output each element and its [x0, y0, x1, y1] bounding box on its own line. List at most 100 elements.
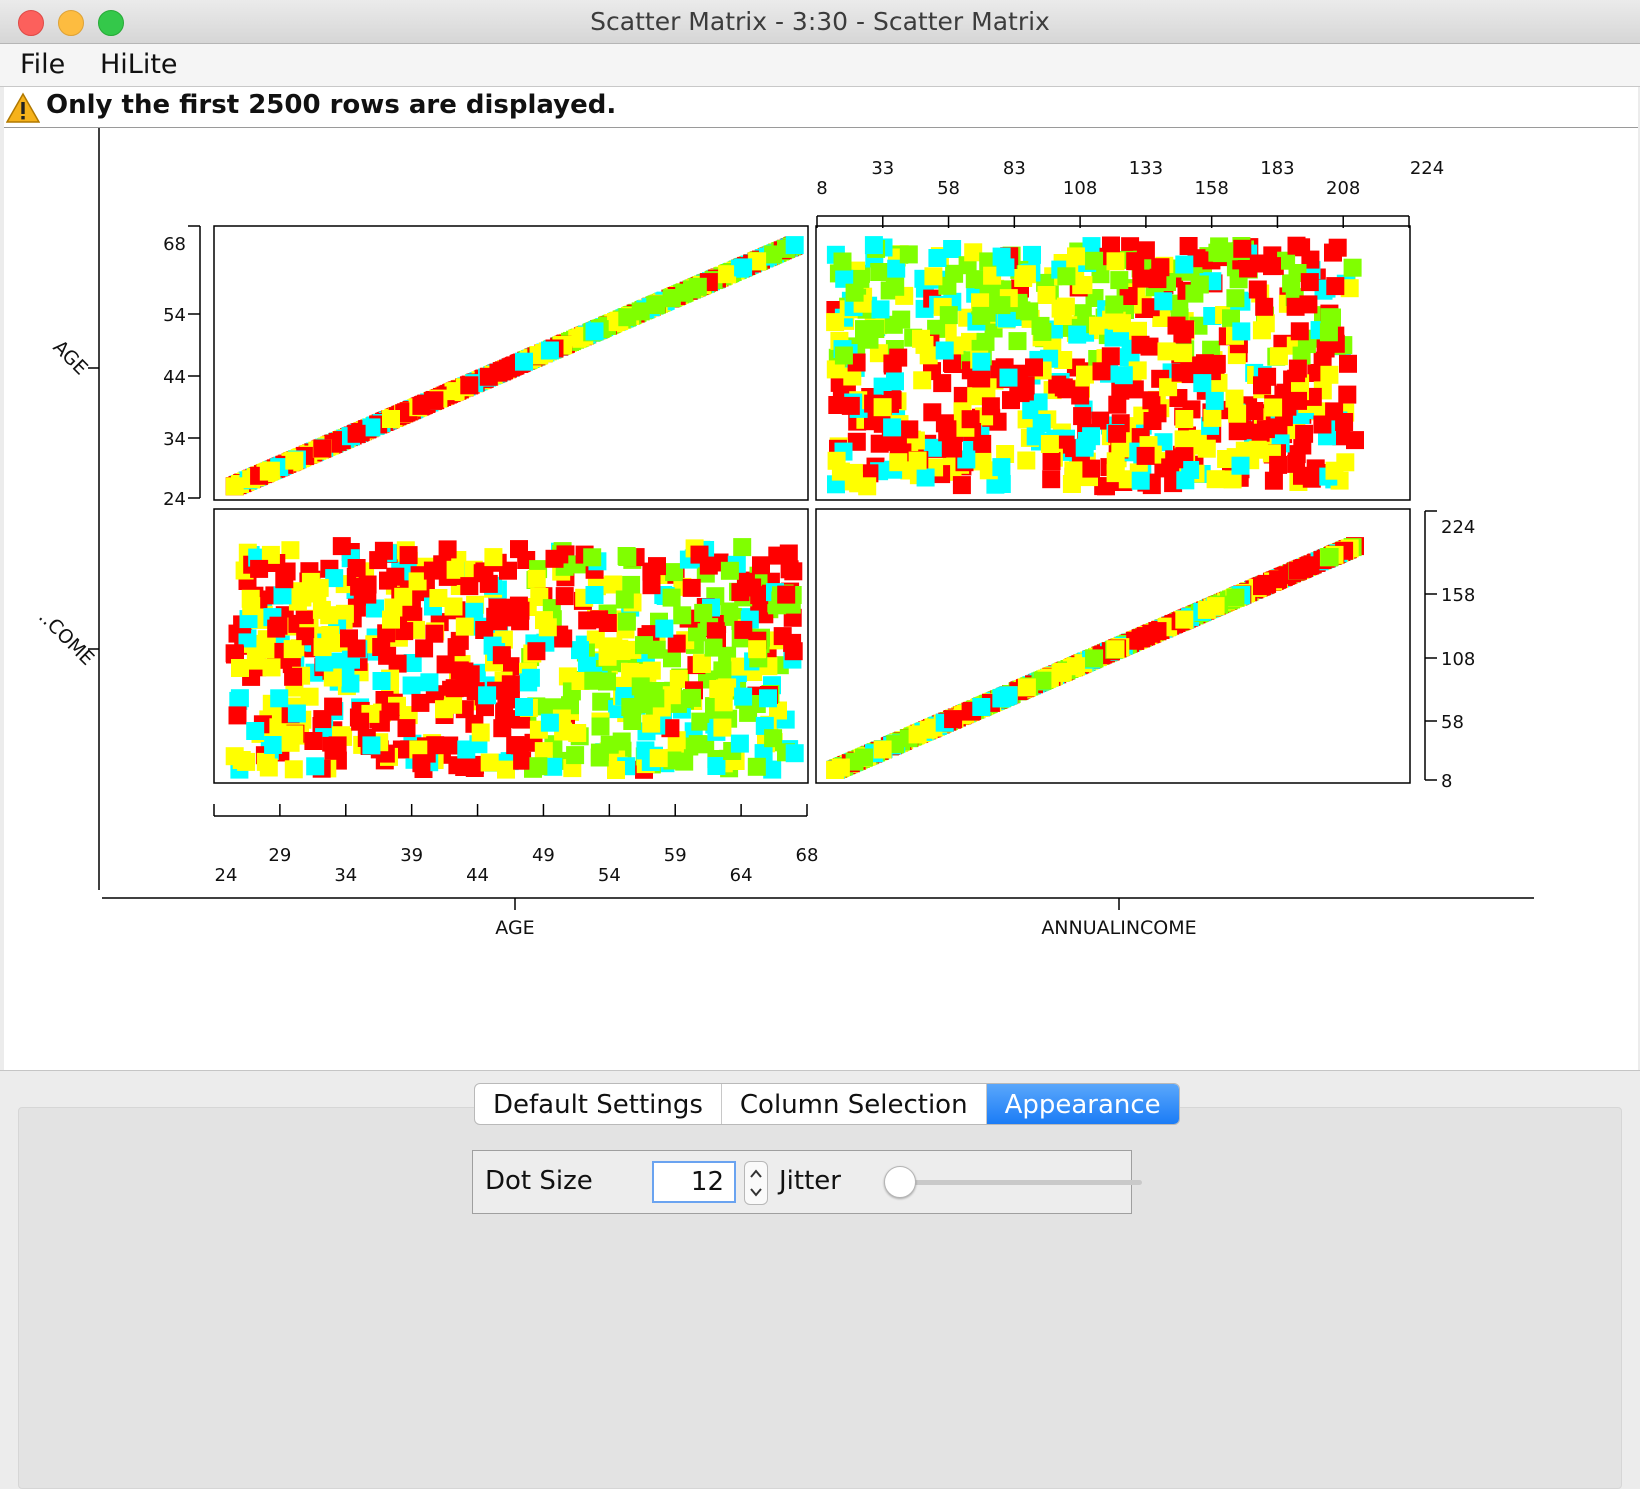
data-point	[887, 259, 906, 278]
data-point	[688, 735, 707, 754]
jitter-slider-thumb[interactable]	[884, 1166, 916, 1198]
data-point	[1293, 466, 1311, 485]
data-point	[964, 243, 983, 262]
minimize-window-button[interactable]	[58, 10, 84, 36]
data-point	[647, 295, 666, 314]
data-point	[501, 675, 520, 694]
data-point	[275, 570, 294, 589]
data-point	[913, 371, 932, 390]
data-point	[358, 575, 377, 594]
data-point	[1269, 455, 1288, 474]
data-point	[1264, 471, 1283, 490]
data-point	[976, 332, 995, 351]
data-point	[604, 575, 623, 594]
data-point	[445, 679, 464, 698]
data-point	[1175, 255, 1194, 274]
data-point	[388, 654, 407, 673]
data-point	[310, 578, 329, 597]
data-point	[682, 578, 701, 597]
data-point	[1171, 363, 1190, 382]
data-point	[555, 587, 574, 606]
data-point	[764, 729, 783, 748]
maximize-window-button[interactable]	[98, 10, 124, 36]
data-point	[618, 308, 637, 327]
data-point	[225, 747, 244, 766]
data-point	[455, 662, 474, 681]
data-point	[484, 548, 503, 567]
scatter-matrix-panel: AGE ANNUALINCOME AGE ..COME 24 29 34 39 44 49 54 59…	[4, 128, 1638, 1070]
data-point	[313, 710, 332, 729]
data-point	[438, 540, 457, 559]
data-point	[939, 306, 958, 325]
age-left-tick-label: 68	[163, 234, 186, 255]
data-point	[615, 590, 634, 609]
data-point	[747, 757, 766, 776]
dot-size-input[interactable]: 12	[652, 1161, 736, 1203]
data-point	[1161, 458, 1180, 477]
data-point	[285, 451, 304, 470]
data-point	[493, 719, 512, 738]
scatter-cell-frame	[815, 225, 1411, 501]
jitter-label: Jitter	[779, 1166, 841, 1196]
data-point	[554, 629, 573, 648]
data-point	[900, 420, 919, 439]
data-point	[631, 677, 650, 696]
menu-hilite[interactable]: HiLite	[100, 49, 178, 80]
data-point	[1193, 374, 1212, 393]
menu-file[interactable]: File	[20, 49, 66, 80]
chevron-up-icon[interactable]	[750, 1169, 762, 1178]
data-point	[972, 698, 991, 716]
data-point	[369, 551, 388, 570]
data-point	[675, 752, 694, 771]
data-point	[259, 462, 278, 481]
data-point	[1136, 241, 1155, 260]
data-point	[748, 252, 767, 271]
data-point	[568, 724, 587, 742]
data-point	[444, 597, 463, 616]
data-point	[944, 439, 963, 458]
data-point	[691, 712, 710, 731]
tab-column-selection[interactable]: Column Selection	[722, 1084, 987, 1124]
data-point	[1032, 414, 1051, 432]
data-point	[1064, 461, 1083, 480]
data-point	[448, 756, 467, 775]
jitter-slider-track[interactable]	[910, 1180, 1142, 1185]
age-tick-label: 39	[400, 845, 423, 866]
data-point	[598, 672, 616, 691]
warning-icon	[6, 92, 40, 123]
data-point	[871, 300, 890, 319]
data-point	[621, 698, 640, 716]
tab-appearance[interactable]: Appearance	[986, 1084, 1179, 1124]
data-point	[529, 757, 548, 776]
data-point	[662, 686, 681, 705]
data-point	[1157, 342, 1176, 361]
data-point	[1326, 277, 1345, 296]
data-point	[1082, 237, 1101, 256]
data-point	[971, 293, 990, 312]
data-point	[1175, 410, 1194, 428]
data-point	[1053, 307, 1072, 325]
data-point	[617, 612, 636, 631]
dot-size-stepper[interactable]	[744, 1161, 768, 1205]
data-point	[362, 736, 381, 755]
data-point	[478, 686, 497, 705]
data-point	[1074, 276, 1093, 295]
data-point	[1067, 247, 1085, 266]
scatter-matrix-plot[interactable]: AGE ANNUALINCOME AGE ..COME 24 29 34 39 44 49 54 59…	[4, 128, 1638, 1070]
data-point	[1033, 322, 1052, 341]
data-point	[720, 561, 739, 580]
data-point	[831, 462, 850, 481]
data-point	[300, 687, 319, 706]
data-point	[1203, 408, 1222, 427]
data-point	[908, 725, 927, 744]
chevron-down-icon[interactable]	[750, 1188, 762, 1197]
data-point	[284, 667, 303, 686]
close-window-button[interactable]	[18, 10, 44, 36]
data-point	[382, 610, 400, 629]
tab-default-settings[interactable]: Default Settings	[475, 1084, 722, 1124]
data-point	[544, 757, 563, 776]
scatter-cell-age-vs-income	[225, 537, 804, 779]
data-point	[1101, 347, 1120, 366]
age-tick-label: 49	[532, 845, 555, 866]
data-point	[1114, 366, 1133, 385]
